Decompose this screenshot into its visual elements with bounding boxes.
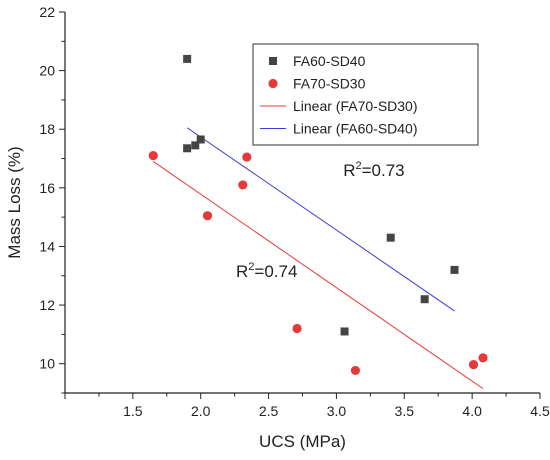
x-tick-label: 2.5: [259, 403, 279, 419]
x-tick-label: 1.5: [123, 403, 143, 419]
data-points: [148, 54, 488, 376]
circle-point: [478, 353, 488, 363]
square-point: [420, 295, 429, 304]
circle-point: [202, 211, 213, 221]
square-point: [196, 135, 205, 144]
x-tick-label: 3.0: [327, 403, 347, 419]
legend-box: [252, 43, 479, 146]
legend-circle-marker: [268, 78, 278, 89]
y-tick-label: 16: [39, 180, 55, 196]
circle-point: [350, 365, 361, 376]
legend-square-marker: [269, 57, 277, 65]
fit-line: [186, 127, 455, 312]
x-tick-label: 2.0: [191, 403, 211, 419]
square-point: [183, 54, 192, 63]
y-tick-label: 22: [39, 4, 55, 20]
square-point: [191, 141, 200, 150]
square-point: [340, 327, 349, 336]
y-axis-title: Mass Loss (%): [5, 146, 24, 258]
legend-label: Linear (FA70-SD30): [293, 98, 418, 114]
legend: FA60-SD40 FA70-SD30 Linear (FA70-SD30) Line…: [252, 43, 479, 146]
legend-label: FA70-SD30: [293, 76, 366, 92]
y-tick-label: 20: [39, 63, 55, 79]
legend-label: Linear (FA60-SD40): [293, 121, 418, 137]
r-squared-label: R2=0.73: [343, 160, 404, 180]
circle-point: [238, 180, 248, 190]
x-tick-label: 3.5: [395, 403, 415, 419]
y-tick-label: 18: [39, 121, 55, 137]
y-tick-label: 10: [39, 356, 55, 372]
y-tick-label: 12: [39, 297, 55, 313]
r-squared-label: R2=0.74: [236, 261, 297, 281]
fit-lines: [152, 127, 484, 390]
square-point: [386, 233, 395, 242]
circle-point: [468, 359, 479, 370]
x-axis-title: UCS (MPa): [259, 432, 346, 451]
square-point: [183, 144, 192, 153]
circle-point: [292, 323, 302, 334]
legend-label: FA60-SD40: [293, 53, 366, 69]
y-tick-label: 14: [39, 238, 55, 254]
circle-point: [242, 152, 252, 162]
x-tick-label: 4.0: [462, 403, 482, 419]
square-point: [450, 265, 459, 274]
fit-line: [152, 161, 484, 390]
annotations: R2=0.73 R2=0.74: [236, 160, 405, 281]
axes: 1.5 2.0 2.5 3.0 3.5 4.0 4.5 10 12 14 16 18 20 22: [39, 4, 550, 419]
x-tick-label: 4.5: [530, 403, 550, 419]
circle-point: [148, 151, 158, 161]
